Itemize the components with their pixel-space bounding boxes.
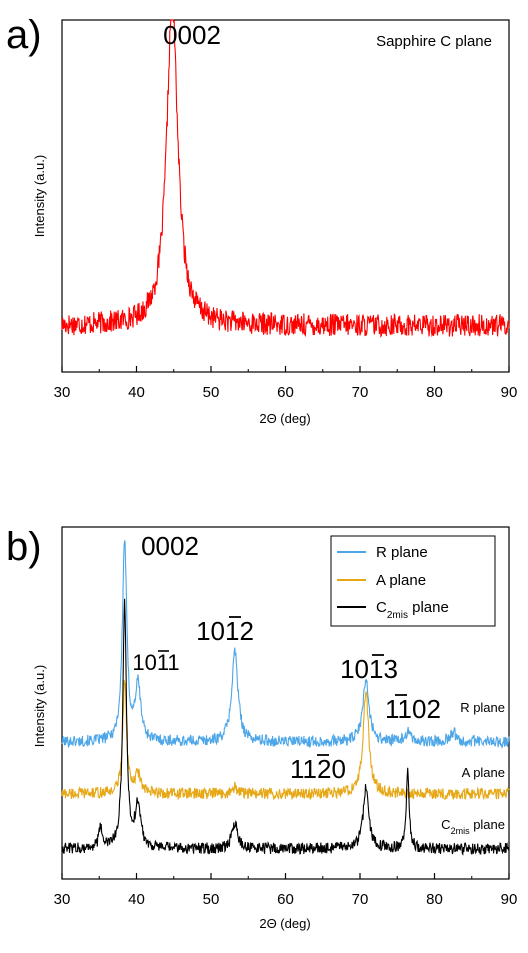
- panel-a: a) 30 40 50 60 70 80 90 Sapphire C plane 0002 …: [6, 13, 517, 426]
- panel-a-peak-label-0002: 0002: [163, 20, 221, 50]
- panel-a-x-tick-label: 30: [54, 384, 71, 401]
- panel-b-peak-label-0002: 0002: [141, 531, 199, 561]
- panel-b-x-tick-label: 80: [426, 891, 443, 908]
- legend-label-c2mis: C2mis plane: [376, 599, 449, 621]
- panel-b-legend: R plane A plane C2mis plane: [330, 535, 496, 627]
- panel-a-annotation: Sapphire C plane: [376, 33, 492, 50]
- panel-b-peak-label-10-13: 1013: [340, 654, 398, 684]
- panel-b-x-tick-label: 90: [501, 891, 518, 908]
- panel-a-x-tick-label: 70: [352, 384, 369, 401]
- panel-b-x-axis-title: 2Θ (deg): [259, 916, 310, 931]
- panel-b-x-ticks: 30 40 50 60 70 80 90: [54, 873, 518, 908]
- legend-label-r: R plane: [376, 544, 428, 561]
- panel-b-traces: [61, 540, 510, 856]
- panel-a-traces: [61, 19, 510, 339]
- panel-b-trace-label-c2mis: C2mis plane: [441, 817, 505, 836]
- panel-b-trace-label-a: A plane: [462, 765, 505, 780]
- panel-a-x-tick-label: 60: [277, 384, 294, 401]
- panel-b-peak-label-11-20: 1120: [290, 754, 346, 784]
- panel-a-y-axis-title: Intensity (a.u.): [32, 155, 47, 237]
- panel-b-x-tick-label: 50: [203, 891, 220, 908]
- legend-label-a: A plane: [376, 572, 426, 589]
- panel-a-x-ticks: 30 40 50 60 70 80 90: [54, 366, 518, 401]
- panel-a-x-axis-title: 2Θ (deg): [259, 411, 310, 426]
- panel-b-peak-label-10-11: 1011: [132, 650, 179, 675]
- panel-b-trace-a-plane: [61, 679, 510, 801]
- panel-b: b) 30 40 50 60 70 80 90 0002 1011 1012 1013 11…: [6, 525, 517, 931]
- panel-b-x-tick-label: 70: [352, 891, 369, 908]
- panel-a-label: a): [6, 13, 42, 57]
- panel-b-label: b): [6, 525, 42, 569]
- panel-a-x-tick-label: 40: [128, 384, 145, 401]
- panel-b-x-tick-label: 60: [277, 891, 294, 908]
- panel-b-x-tick-label: 30: [54, 891, 71, 908]
- panel-a-trace-sapphire-c-plane: [61, 19, 510, 339]
- panel-a-x-tick-label: 50: [203, 384, 220, 401]
- panel-a-x-tick-label: 80: [426, 384, 443, 401]
- panel-b-trace-c2mis-plane: [61, 598, 510, 856]
- panel-b-trace-label-r: R plane: [460, 700, 505, 715]
- panel-b-peak-label-1-102: 1102: [385, 694, 441, 724]
- panel-b-x-tick-label: 40: [128, 891, 145, 908]
- panel-b-peak-label-10-12: 1012: [196, 616, 254, 646]
- panel-b-y-axis-title: Intensity (a.u.): [32, 665, 47, 747]
- panel-b-trace-r-plane: [61, 540, 510, 750]
- panel-a-x-tick-label: 90: [501, 384, 518, 401]
